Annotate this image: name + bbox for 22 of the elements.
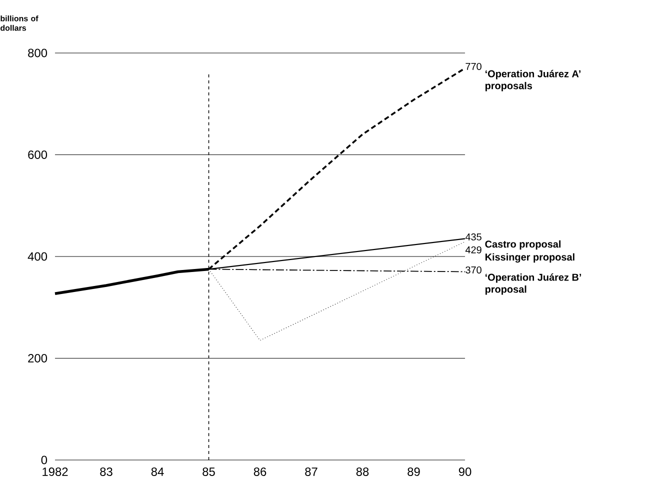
data-label: 370	[466, 266, 482, 274]
text: ‘Operation Juárez A’ proposals	[485, 70, 580, 92]
x-tick-label: 1982	[42, 467, 68, 476]
x-tick-label: 86	[254, 467, 266, 476]
x-tick-label: 87	[305, 467, 318, 476]
y-tick-label: 0	[41, 456, 48, 464]
y-tick-label: 600	[28, 150, 48, 159]
text: Castro proposal	[485, 240, 560, 250]
text: Kissinger proposal	[485, 253, 574, 263]
x-tick-label: 90	[458, 467, 472, 476]
text: ‘Operation Juárez B’ proposal	[485, 273, 582, 295]
y-tick-label: 800	[28, 48, 48, 58]
data-label: 435	[465, 233, 482, 240]
x-tick-label: 83	[100, 467, 112, 476]
x-tick-label: 84	[151, 467, 164, 476]
data-label: 429	[465, 246, 482, 254]
y-tick-label: 200	[28, 354, 48, 362]
x-tick-label: 88	[356, 467, 369, 476]
y-tick-label: 400	[28, 252, 48, 261]
x-tick-label: 89	[408, 467, 420, 476]
data-label: 770	[466, 62, 482, 70]
x-tick-label: 85	[202, 467, 215, 476]
